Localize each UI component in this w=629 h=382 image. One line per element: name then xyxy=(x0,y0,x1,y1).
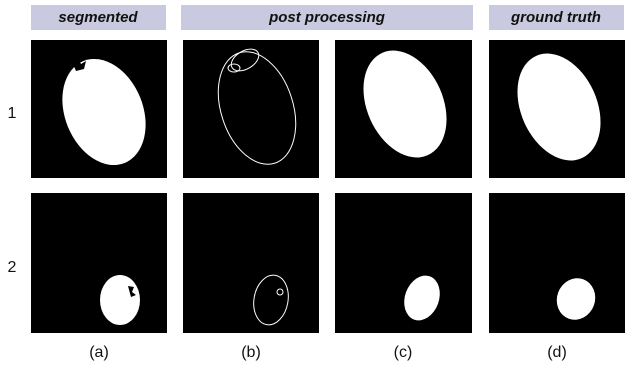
image-panel xyxy=(335,37,472,178)
header: ground truth xyxy=(510,9,601,26)
row-label: 1 xyxy=(8,105,17,122)
header: post processing xyxy=(268,9,385,26)
image-panel xyxy=(489,40,625,178)
image-panel xyxy=(489,193,625,333)
image-panel xyxy=(183,40,319,178)
row-label: 2 xyxy=(8,259,17,276)
image-panel xyxy=(31,193,167,333)
image-panel xyxy=(335,193,472,333)
image-panel xyxy=(183,193,319,333)
image-panel xyxy=(31,40,167,178)
header: segmented xyxy=(58,9,138,26)
column-label: (b) xyxy=(241,344,261,361)
column-label: (c) xyxy=(394,344,413,361)
figure: segmented post processing ground truth 1… xyxy=(0,0,629,377)
column-label: (a) xyxy=(89,344,109,361)
column-label: (d) xyxy=(547,344,567,361)
